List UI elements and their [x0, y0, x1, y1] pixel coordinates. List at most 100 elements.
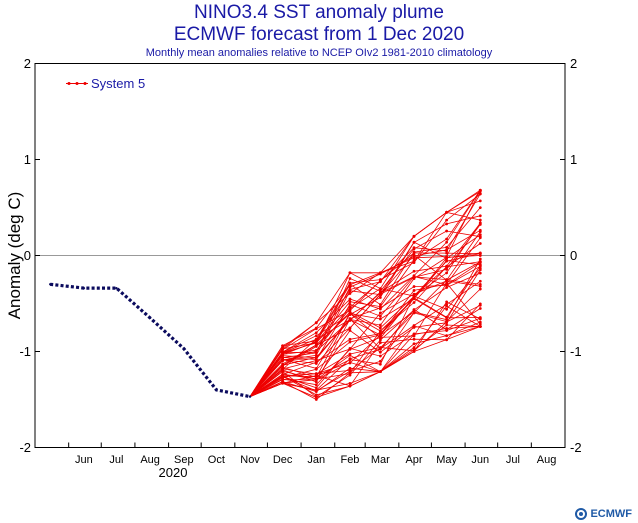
forecast-member-line: [249, 243, 481, 397]
forecast-point: [348, 309, 352, 312]
y-tick-label: -1: [19, 344, 31, 359]
forecast-point: [378, 347, 382, 351]
forecast-point: [314, 334, 318, 338]
forecast-point: [445, 300, 449, 304]
x-tick-label: Jul: [109, 454, 123, 466]
forecast-point: [478, 242, 482, 245]
x-tick-label: Aug: [537, 454, 557, 466]
forecast-point: [348, 292, 352, 295]
x-tick-label: Aug: [140, 454, 160, 466]
observed-point: [49, 283, 52, 286]
axis-ticks: [34, 63, 566, 448]
forecast-member-line: [249, 252, 481, 397]
forecast-point: [314, 353, 318, 357]
forecast-point: [314, 362, 318, 365]
forecast-point: [348, 366, 352, 370]
forecast-member-line: [249, 258, 481, 397]
x-tick-label: Jan: [307, 454, 325, 466]
y-tick-label: 1: [24, 152, 31, 167]
forecast-member-line: [249, 304, 481, 397]
forecast-point: [314, 343, 318, 347]
legend-marker: [83, 82, 87, 85]
forecast-point: [348, 347, 352, 351]
ecmwf-logo-icon: [575, 508, 588, 520]
forecast-point: [314, 372, 318, 376]
y-tick-label: -2: [19, 440, 31, 455]
forecast-point: [412, 289, 416, 292]
forecast-point: [378, 341, 382, 345]
forecast-point: [478, 235, 482, 239]
forecast-point: [348, 300, 352, 304]
forecast-member-line: [249, 231, 481, 397]
forecast-point: [412, 246, 416, 250]
y-tick-labels-left: -2 -1 0 1 2: [19, 56, 31, 455]
forecast-point: [445, 318, 449, 322]
forecast-point: [348, 372, 352, 375]
forecast-point: [314, 326, 318, 330]
forecast-point: [445, 222, 449, 226]
forecast-member-line: [249, 193, 481, 397]
forecast-point: [478, 325, 482, 328]
forecast-point: [445, 307, 449, 311]
forecast-point: [412, 337, 416, 341]
chart-title: NINO3.4 SST anomaly plume: [194, 2, 444, 23]
y-tick-label: 0: [24, 248, 31, 263]
forecast-point: [445, 259, 449, 263]
forecast-point: [348, 352, 352, 356]
forecast-point: [378, 293, 382, 296]
forecast-member-line: [249, 301, 481, 397]
forecast-point: [378, 271, 382, 275]
forecast-point: [348, 297, 352, 301]
forecast-point: [348, 381, 352, 385]
forecast-point: [478, 283, 482, 286]
forecast-point: [445, 284, 449, 287]
forecast-point: [412, 310, 416, 314]
forecast-point: [378, 362, 382, 366]
y-tick-label: 2: [24, 56, 31, 71]
forecast-point: [314, 380, 318, 384]
x-tick-label: Jun: [471, 454, 489, 466]
forecast-point: [378, 303, 382, 306]
forecast-point: [378, 326, 382, 330]
forecast-point: [348, 358, 352, 362]
forecast-point: [314, 398, 318, 401]
forecast-point: [378, 359, 382, 363]
forecast-point: [478, 252, 482, 256]
forecast-point: [412, 294, 416, 298]
forecast-point: [445, 267, 449, 271]
observed-point: [215, 388, 218, 392]
x-tick-labels: Jun Jul Aug Sep Oct Nov Dec Jan Feb Mar Apr May Jun J…: [75, 454, 556, 466]
forecast-point: [478, 322, 482, 326]
forecast-member-line: [249, 193, 481, 397]
forecast-point: [378, 311, 382, 315]
forecast-point: [478, 228, 482, 232]
forecast-point: [412, 334, 416, 338]
forecast-point: [281, 347, 285, 351]
y-tick-labels-right: -2 -1 0 1 2: [570, 56, 582, 455]
x-tick-label: Sep: [174, 454, 194, 466]
forecast-point: [445, 229, 449, 233]
observed-point: [82, 286, 86, 290]
forecast-point: [412, 256, 416, 260]
x-tick-label: Oct: [208, 454, 225, 466]
forecast-point: [314, 339, 318, 343]
forecast-point: [281, 358, 285, 362]
forecast-point: [445, 251, 449, 255]
forecast-point: [445, 237, 449, 241]
forecast-member-line: [249, 269, 481, 397]
forecast-member-line: [249, 189, 481, 397]
ecmwf-logo-text: ECMWF: [590, 508, 632, 520]
forecast-point: [378, 370, 382, 374]
forecast-member-line: [249, 190, 481, 397]
forecast-point: [412, 349, 416, 353]
forecast-point: [314, 367, 318, 370]
forecast-point: [478, 261, 482, 265]
forecast-point: [378, 307, 382, 311]
forecast-point: [281, 381, 285, 385]
forecast-point: [314, 383, 318, 387]
forecast-point: [445, 240, 449, 244]
forecast-point: [378, 287, 382, 291]
forecast-point: [445, 329, 449, 332]
forecast-point: [478, 279, 482, 283]
chart-title-forecast-date: ECMWF forecast from 1 Dec 2020: [173, 24, 465, 45]
